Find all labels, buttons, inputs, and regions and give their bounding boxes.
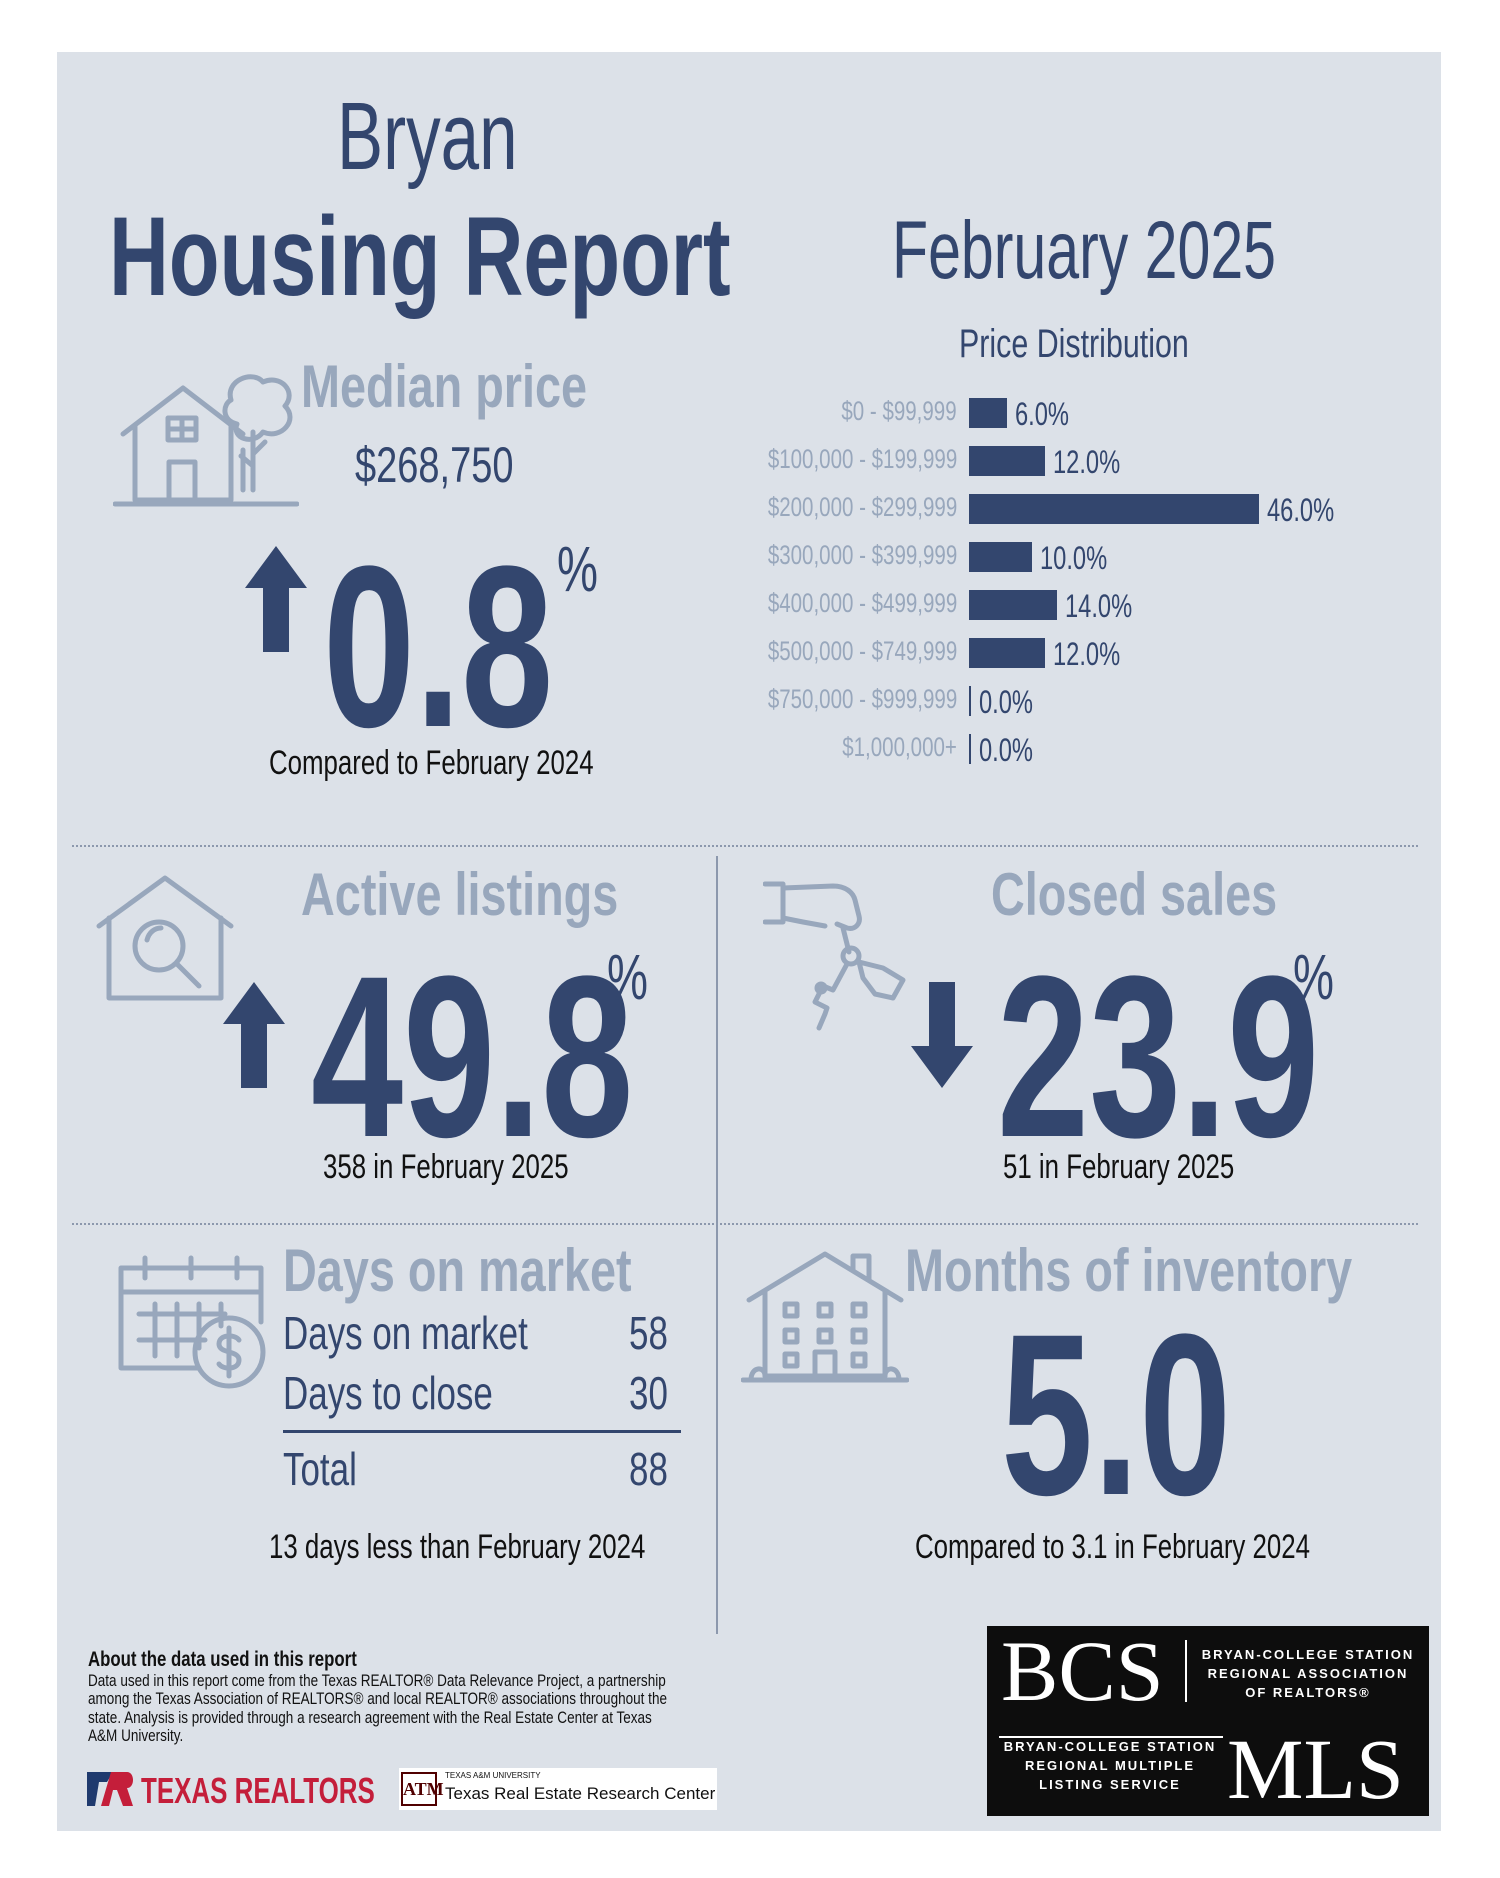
- price-bar: [969, 686, 971, 716]
- mls-line-3: LISTING SERVICE: [1039, 1776, 1181, 1792]
- days-on-market-label: Days on market: [283, 1237, 632, 1304]
- calendar-dollar-icon: [118, 1255, 266, 1389]
- mls-line-2: REGIONAL MULTIPLE: [1024, 1757, 1196, 1773]
- median-comparison: Compared to February 2024: [269, 744, 594, 782]
- price-bar-value-label: 12.0%: [1052, 636, 1120, 672]
- arrow-down-icon: [911, 982, 973, 1088]
- price-bar: [969, 494, 1259, 524]
- bcs-mls-logo: BCS BRYAN-COLLEGE STATION REGIONAL ASSOC…: [987, 1626, 1429, 1816]
- bcs-rule: [1185, 1640, 1187, 1702]
- median-percent-sign: %: [557, 533, 598, 605]
- closed-sales-percent-sign: %: [1293, 941, 1334, 1013]
- median-price-label: Median price: [301, 353, 588, 420]
- price-bar-value-label: 46.0%: [1267, 492, 1335, 528]
- price-bar: [969, 542, 1033, 572]
- price-range-label: $200,000 - $299,999: [767, 492, 957, 522]
- dom-total-rule: [283, 1430, 681, 1433]
- active-listings-percent-sign: %: [607, 941, 648, 1013]
- price-range-label: $300,000 - $399,999: [767, 540, 957, 570]
- arrow-up-icon: [245, 546, 307, 652]
- closed-sales-label: Closed sales: [991, 861, 1278, 928]
- city-title: Bryan: [337, 83, 518, 190]
- months-inventory-label: Months of inventory: [905, 1237, 1353, 1304]
- report-title: Housing Report: [109, 194, 731, 319]
- report-page: Bryan Housing Report February 2025 Media…: [57, 52, 1441, 1831]
- dom-row-value-2: 30: [629, 1367, 668, 1419]
- bcs-association-text: BRYAN-COLLEGE STATION REGIONAL ASSOCIATI…: [1195, 1646, 1421, 1703]
- dom-total-value: 88: [629, 1443, 668, 1495]
- active-listings-caption: 358 in February 2025: [323, 1148, 569, 1186]
- dom-row-label-2: Days to close: [283, 1367, 493, 1419]
- active-listings-label: Active listings: [301, 861, 619, 928]
- arrow-up-icon: [223, 982, 285, 1088]
- price-range-label: $0 - $99,999: [841, 396, 957, 426]
- tamu-mark-icon: ATM: [401, 1772, 444, 1806]
- texas-realtors-mark-icon: [87, 1772, 133, 1806]
- months-inventory-value: 5.0: [1001, 1286, 1232, 1543]
- price-bar-value-label: 12.0%: [1052, 444, 1120, 480]
- price-range-label: $1,000,000+: [842, 732, 957, 762]
- price-range-label: $100,000 - $199,999: [767, 444, 957, 474]
- closed-sales-caption: 51 in February 2025: [1003, 1148, 1235, 1186]
- divider-vertical: [716, 856, 718, 1634]
- price-bar-value-label: 0.0%: [979, 732, 1033, 768]
- hand-key-icon: [763, 881, 906, 1031]
- price-bar-value-label: 0.0%: [979, 684, 1033, 720]
- price-range-label: $400,000 - $499,999: [767, 588, 957, 618]
- price-bar: [969, 590, 1058, 620]
- dom-row-label-1: Days on market: [283, 1307, 528, 1359]
- price-distribution-title: Price Distribution: [959, 322, 1189, 366]
- price-bar: [969, 638, 1045, 668]
- bcs-assoc-line-2: REGIONAL ASSOCIATION: [1207, 1665, 1409, 1681]
- price-distribution-chart: $0 - $99,999 6.0% $100,000 - $199,999 12.0%…: [657, 396, 1417, 778]
- price-bar: [969, 398, 1007, 428]
- closed-sales-change: 23.9: [997, 928, 1320, 1185]
- bcs-wordmark: BCS: [1001, 1623, 1164, 1719]
- about-section: About the data used in this report Data …: [88, 1648, 808, 1746]
- months-inventory-caption: Compared to 3.1 in February 2024: [915, 1528, 1311, 1566]
- about-title: About the data used in this report: [88, 1648, 357, 1671]
- price-bar-value-label: 10.0%: [1040, 540, 1108, 576]
- tamu-center-text: Texas Real Estate Research Center: [445, 1784, 716, 1803]
- dom-total-label: Total: [283, 1443, 357, 1495]
- mls-service-text: BRYAN-COLLEGE STATION REGIONAL MULTIPLE …: [997, 1738, 1223, 1795]
- price-bar: [969, 734, 971, 764]
- price-range-label: $750,000 - $999,999: [767, 684, 957, 714]
- price-bar: [969, 446, 1045, 476]
- mls-wordmark: MLS: [1227, 1721, 1404, 1817]
- days-on-market-caption: 13 days less than February 2024: [269, 1528, 646, 1566]
- price-bar-value-label: 14.0%: [1065, 588, 1133, 624]
- about-body: Data used in this report come from the T…: [88, 1672, 667, 1746]
- divider-top: [72, 845, 1418, 847]
- dom-row-value-1: 58: [629, 1307, 668, 1359]
- texas-realtors-wordmark: TEXAS REALTORS: [141, 1770, 375, 1811]
- active-listings-change: 49.8: [311, 928, 634, 1185]
- bcs-assoc-line-3: OF REALTORS®: [1245, 1684, 1371, 1700]
- tamu-university-text: TEXAS A&M UNIVERSITY: [445, 1771, 541, 1780]
- median-price-value: $268,750: [355, 437, 514, 493]
- bcs-assoc-line-1: BRYAN-COLLEGE STATION: [1201, 1647, 1415, 1662]
- mls-rule: [999, 1736, 1223, 1738]
- price-range-label: $500,000 - $749,999: [767, 636, 957, 666]
- mls-line-1: BRYAN-COLLEGE STATION: [1003, 1739, 1217, 1754]
- report-month: February 2025: [892, 205, 1276, 296]
- divider-middle: [72, 1223, 1418, 1225]
- price-bar-value-label: 6.0%: [1014, 396, 1069, 432]
- median-change-value: 0.8: [323, 518, 554, 775]
- house-tree-icon: [113, 374, 299, 507]
- tamu-logo: ATM TEXAS A&M UNIVERSITY Texas Real Esta…: [399, 1768, 717, 1810]
- building-icon: [741, 1251, 909, 1383]
- house-search-icon: [96, 875, 234, 1001]
